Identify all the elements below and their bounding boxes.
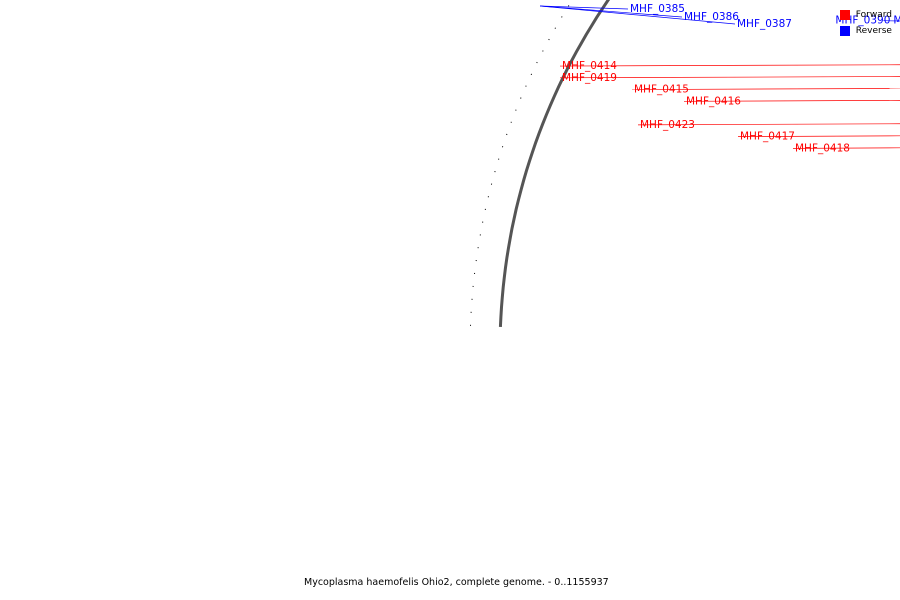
forward-gene-leader bbox=[683, 100, 900, 102]
legend-reverse-label: Reverse bbox=[855, 26, 892, 36]
inner-guide-track bbox=[470, 0, 573, 326]
forward-gene-leader bbox=[737, 135, 900, 137]
forward-gene-leader bbox=[559, 76, 900, 79]
forward-gene-label: MHF_0414 bbox=[562, 60, 617, 72]
forward-gene-label: MHF_0415 bbox=[634, 84, 689, 96]
forward-gene-label: MHF_0423 bbox=[640, 119, 695, 131]
forward-gene-label: MHF_0417 bbox=[740, 131, 795, 143]
reverse-gene-label: MHF_0386 bbox=[684, 11, 739, 23]
forward-gene-leader bbox=[631, 88, 900, 90]
genome-backbone bbox=[498, 0, 611, 327]
reverse-gene-leader bbox=[539, 5, 629, 10]
legend-reverse: Reverse bbox=[839, 23, 892, 39]
reverse-gene-label: MHF_0387 bbox=[737, 18, 792, 30]
legend: Forward Reverse bbox=[839, 7, 892, 39]
legend-forward: Forward bbox=[839, 7, 892, 23]
legend-forward-label: Forward bbox=[855, 10, 892, 20]
forward-gene-leader bbox=[637, 123, 900, 126]
reverse-swatch bbox=[839, 26, 850, 36]
map-caption: Mycoplasma haemofelis Ohio2, complete ge… bbox=[304, 577, 609, 588]
forward-gene-label: MHF_0419 bbox=[562, 72, 617, 84]
forward-gene-leader bbox=[559, 64, 900, 67]
reverse-gene-label: MHF_0391 bbox=[893, 15, 900, 27]
forward-swatch bbox=[839, 10, 850, 20]
forward-gene-label: MHF_0416 bbox=[686, 95, 741, 107]
reverse-gene-leader bbox=[539, 5, 736, 25]
forward-gene-label: MHF_0418 bbox=[795, 142, 850, 154]
reverse-gene-label: MHF_0385 bbox=[630, 3, 685, 15]
forward-gene-leader bbox=[792, 147, 900, 149]
